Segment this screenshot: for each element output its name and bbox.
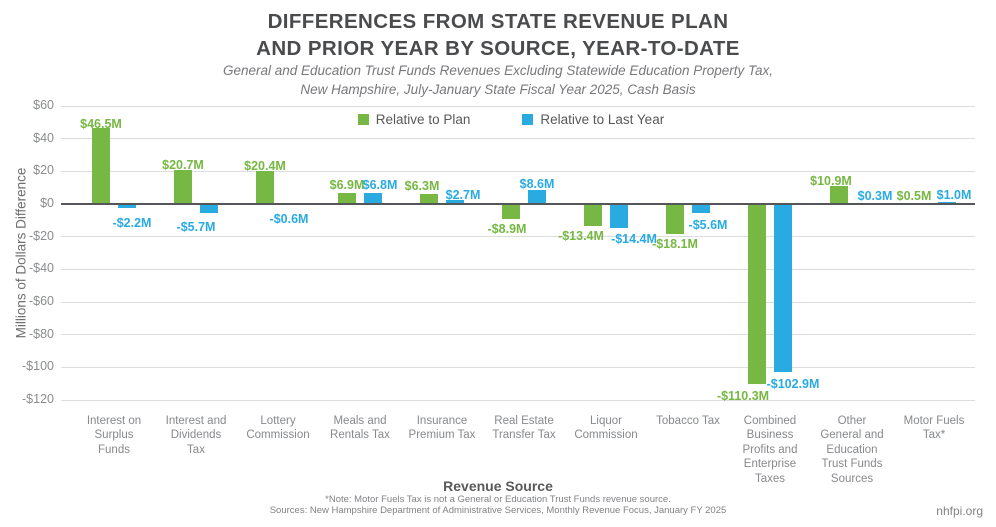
legend-label-plan: Relative to Plan (375, 112, 471, 127)
bar-label-plan-3: $6.9M (329, 177, 365, 192)
gridline--80 (61, 334, 975, 336)
category-label-4: Insurance Premium Tax (408, 415, 476, 442)
category-label-10: Motor Fuels Tax* (903, 415, 965, 442)
bar-plan-8 (748, 204, 766, 385)
bar-label-lastyear-8: -$102.9M (766, 377, 820, 392)
bar-label-plan-9: $10.9M (810, 174, 852, 189)
bar-label-lastyear-3: $6.8M (362, 177, 398, 192)
chart-subtitle-line2: New Hampshire, July-January State Fiscal… (300, 81, 696, 97)
bar-label-lastyear-7: -$5.6M (688, 218, 728, 233)
zero-axis-line (61, 203, 975, 205)
y-tick-label-20: $20 (33, 163, 54, 178)
bar-label-plan-0: $46.5M (80, 117, 122, 132)
bar-lastyear-6 (610, 204, 628, 228)
bar-label-plan-2: $20.4M (244, 158, 286, 173)
category-label-5: Real Estate Transfer Tax (492, 415, 556, 442)
gridline-40 (61, 138, 975, 140)
bar-label-plan-8: -$110.3M (716, 389, 770, 404)
category-label-7: Tobacco Tax (656, 415, 720, 427)
chart-subtitle: General and Education Trust Funds Revenu… (0, 62, 996, 100)
bar-plan-9 (830, 186, 848, 204)
chart-title: DIFFERENCES FROM STATE REVENUE PLAN AND … (0, 9, 996, 62)
bar-label-lastyear-4: $2.7M (445, 187, 481, 202)
bar-lastyear-4 (446, 199, 464, 204)
y-tick-label--100: -$100 (22, 359, 54, 374)
y-axis-title: Millions of Dollars Difference (13, 167, 29, 339)
y-tick-label--40: -$40 (28, 261, 54, 276)
bar-lastyear-7 (692, 204, 710, 214)
legend: Relative to Plan Relative to Last Year (61, 112, 961, 127)
x-axis-title: Revenue Source (443, 478, 553, 494)
category-label-2: Lottery Commission (246, 415, 310, 442)
legend-item-plan: Relative to Plan (357, 112, 471, 127)
bar-plan-2 (256, 170, 274, 204)
bar-plan-5 (502, 204, 520, 219)
footnote: *Note: Motor Fuels Tax is not a General … (325, 494, 671, 505)
gridline--120 (61, 399, 975, 401)
y-tick-label-60: $60 (33, 98, 54, 112)
gridline--40 (61, 268, 975, 270)
sources-note: Sources: New Hampshire Department of Adm… (269, 505, 727, 516)
site-watermark: nhfpi.org (936, 504, 983, 518)
chart-title-line2: AND PRIOR YEAR BY SOURCE, YEAR-TO-DATE (256, 36, 740, 60)
chart-title-line1: DIFFERENCES FROM STATE REVENUE PLAN (267, 10, 729, 33)
category-label-1: Interest and Dividends Tax (165, 415, 227, 456)
bar-label-lastyear-0: -$2.2M (112, 215, 152, 230)
bar-label-lastyear-5: $8.6M (519, 176, 555, 191)
bar-label-plan-7: -$18.1M (652, 236, 698, 251)
y-tick-label--60: -$60 (28, 294, 54, 308)
gridline--100 (61, 366, 975, 368)
category-label-9: Other General and Education Trust Funds … (820, 415, 884, 485)
bar-label-plan-1: $20.7M (162, 158, 204, 173)
y-tick-label--120: -$120 (22, 392, 54, 406)
bar-plan-7 (666, 204, 684, 234)
bar-label-plan-5: -$8.9M (487, 221, 527, 236)
gridline-20 (61, 170, 975, 172)
legend-swatch-plan (357, 114, 369, 125)
bar-lastyear-0 (118, 204, 136, 208)
category-label-0: Interest on Surplus Funds (86, 415, 142, 456)
bar-label-plan-4: $6.3M (404, 178, 440, 193)
bar-lastyear-3 (364, 192, 382, 204)
bar-plan-0 (92, 128, 110, 204)
bar-label-lastyear-10: $1.0M (936, 188, 972, 203)
bar-lastyear-1 (200, 204, 218, 214)
y-tick-label-40: $40 (33, 130, 54, 145)
bar-lastyear-8 (774, 204, 792, 373)
plot-area: $46.5M $20.7M $20.4M $6.9M $6.3M -$8.9M -$13.4… (61, 105, 975, 404)
bar-label-lastyear-6: -$14.4M (611, 231, 657, 246)
category-label-6: Liquor Commission (574, 415, 638, 442)
category-label-8: Combined Business Profits and Enterprise… (742, 415, 798, 485)
bar-plan-3 (338, 192, 356, 204)
legend-label-lastyear: Relative to Last Year (540, 112, 665, 127)
bar-label-plan-6: -$13.4M (558, 228, 604, 243)
y-tick-label-0: $0 (40, 196, 54, 210)
legend-swatch-lastyear (522, 114, 534, 125)
gridline-60 (61, 105, 975, 107)
bar-plan-1 (174, 170, 192, 204)
bar-plan-4 (420, 193, 438, 204)
bar-label-lastyear-1: -$5.7M (176, 220, 216, 235)
legend-item-lastyear: Relative to Last Year (522, 112, 664, 127)
category-label-3: Meals and Rentals Tax (330, 415, 390, 442)
bar-plan-6 (584, 204, 602, 226)
bar-lastyear-5 (528, 189, 546, 204)
gridline--60 (61, 301, 975, 303)
chart-subtitle-line1: General and Education Trust Funds Revenu… (222, 63, 774, 78)
bar-label-plan-10: $0.5M (896, 189, 932, 203)
bar-label-lastyear-9: $0.3M (857, 189, 893, 203)
gridline--20 (61, 236, 975, 238)
bar-label-lastyear-2: -$0.6M (269, 212, 309, 226)
y-tick-label--80: -$80 (28, 326, 54, 341)
y-tick-label--20: -$20 (28, 228, 54, 243)
